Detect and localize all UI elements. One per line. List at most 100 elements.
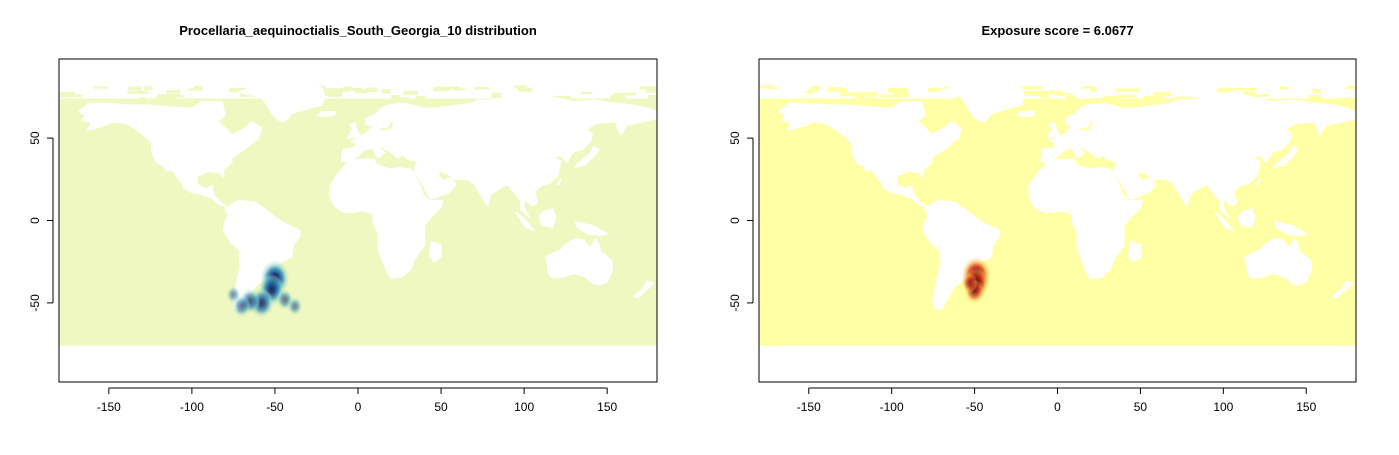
- landmass: [1255, 178, 1261, 185]
- arctic-cell: [1316, 98, 1340, 103]
- arctic-cell: [491, 92, 502, 98]
- x-tick-label: -50: [266, 400, 284, 414]
- landmass: [1128, 241, 1142, 263]
- x-tick-label: 100: [1213, 400, 1233, 414]
- landmass: [428, 241, 442, 263]
- arctic-cell: [855, 95, 865, 99]
- arctic-cell: [887, 87, 908, 93]
- arctic-cell: [1246, 94, 1270, 97]
- landmass: [365, 102, 409, 129]
- arctic-cell: [857, 92, 874, 96]
- arctic-cell: [93, 86, 108, 89]
- arctic-cell: [163, 95, 185, 98]
- landmass: [538, 208, 557, 228]
- x-tick-label: -50: [966, 400, 984, 414]
- arctic-cell: [1102, 95, 1122, 100]
- y-tick-label: 50: [728, 131, 742, 145]
- arctic-cell: [648, 94, 657, 99]
- map-panel-1: Procellaria_aequinoctialis_South_Georgia…: [28, 23, 658, 414]
- arctic-cell: [166, 90, 181, 94]
- arctic-cell: [340, 87, 364, 91]
- landmass: [317, 110, 336, 118]
- landmass: [1016, 110, 1036, 118]
- arctic-cell: [580, 91, 593, 95]
- arctic-cell: [513, 85, 528, 89]
- landmass: [1332, 280, 1354, 299]
- arctic-cell: [128, 86, 142, 91]
- arctic-cell: [860, 97, 875, 101]
- landmass: [329, 158, 444, 279]
- arctic-cell: [827, 88, 848, 92]
- arctic-cell: [1308, 94, 1323, 99]
- arctic-cell: [1089, 89, 1098, 92]
- landmass: [922, 199, 1001, 311]
- arctic-cell: [1344, 86, 1356, 89]
- arctic-cell: [228, 89, 237, 92]
- landmass: [1237, 208, 1256, 228]
- arctic-cell: [844, 92, 863, 96]
- landmass: [237, 82, 326, 123]
- arctic-cell: [178, 98, 202, 103]
- landmass: [544, 237, 613, 286]
- arctic-cell: [193, 86, 203, 91]
- arctic-cell: [1234, 87, 1258, 91]
- landmass: [574, 221, 608, 237]
- arctic-cell: [59, 92, 76, 96]
- x-tick-label: -150: [97, 400, 121, 414]
- arctic-cell: [1039, 92, 1050, 98]
- arctic-cell: [1081, 86, 1096, 89]
- x-tick-label: 50: [434, 400, 448, 414]
- arctic-cell: [654, 97, 657, 102]
- landmass: [78, 101, 263, 207]
- arctic-cell: [1173, 96, 1191, 101]
- arctic-cell: [1153, 91, 1172, 97]
- arctic-cell: [1029, 91, 1044, 95]
- arctic-cell: [1312, 89, 1322, 94]
- x-tick-label: 100: [514, 400, 534, 414]
- y-tick-label: -50: [28, 294, 42, 312]
- arctic-cell: [929, 98, 939, 104]
- arctic-cell: [391, 95, 400, 99]
- arctic-cell: [1143, 95, 1165, 101]
- landmass: [937, 82, 1026, 123]
- arctic-cell: [140, 97, 147, 101]
- arctic-cell: [609, 96, 627, 101]
- y-tick-label: -50: [728, 294, 742, 312]
- arctic-cell: [256, 98, 266, 104]
- chart-title: Procellaria_aequinoctialis_South_Georgia…: [179, 23, 537, 38]
- density-hotspot: [961, 273, 978, 294]
- arctic-cell: [1065, 95, 1076, 101]
- arctic-cell: [1042, 90, 1063, 94]
- arctic-cell: [433, 86, 450, 92]
- arctic-cell: [187, 88, 199, 91]
- arctic-cell: [759, 85, 773, 89]
- arctic-cell: [415, 95, 426, 101]
- arctic-cell: [381, 89, 391, 94]
- x-tick-label: 0: [1054, 400, 1061, 414]
- landmass: [515, 211, 535, 232]
- landmass: [1273, 221, 1307, 237]
- arctic-cell: [1217, 87, 1234, 93]
- arctic-cell: [454, 88, 467, 91]
- x-tick-label: 150: [597, 400, 617, 414]
- arctic-cell: [617, 92, 637, 96]
- arctic-cell: [805, 91, 813, 94]
- plot-frame: [758, 58, 1357, 383]
- landmass: [573, 145, 600, 169]
- y-tick-label: 0: [728, 217, 742, 224]
- arctic-cell: [59, 94, 83, 98]
- arctic-cell: [639, 86, 657, 90]
- arctic-cell: [144, 86, 153, 90]
- landmass: [632, 280, 655, 299]
- x-tick-label: 0: [355, 400, 362, 414]
- arctic-cell: [1018, 86, 1043, 90]
- arctic-cell: [444, 86, 461, 90]
- landmass: [340, 91, 657, 218]
- arctic-cell: [1280, 86, 1289, 90]
- chart-title: Exposure score = 6.0677: [981, 23, 1133, 38]
- arctic-cell: [474, 87, 490, 90]
- arctic-cell: [878, 94, 903, 98]
- arctic-cell: [928, 87, 943, 92]
- arctic-cell: [127, 90, 149, 94]
